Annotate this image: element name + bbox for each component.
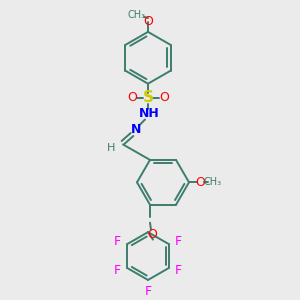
Text: O: O (159, 91, 169, 104)
Text: F: F (144, 285, 152, 298)
Text: N: N (131, 123, 141, 136)
Text: F: F (175, 265, 182, 278)
Text: CH₃: CH₃ (128, 10, 146, 20)
Text: CH₃: CH₃ (204, 177, 222, 187)
Text: O: O (127, 91, 137, 104)
Text: S: S (142, 90, 154, 105)
Text: O: O (143, 15, 153, 28)
Text: H: H (107, 143, 115, 153)
Text: F: F (114, 235, 121, 248)
Text: F: F (114, 265, 121, 278)
Text: O: O (195, 176, 205, 189)
Text: NH: NH (139, 107, 159, 120)
Text: O: O (147, 228, 157, 241)
Text: F: F (175, 235, 182, 248)
